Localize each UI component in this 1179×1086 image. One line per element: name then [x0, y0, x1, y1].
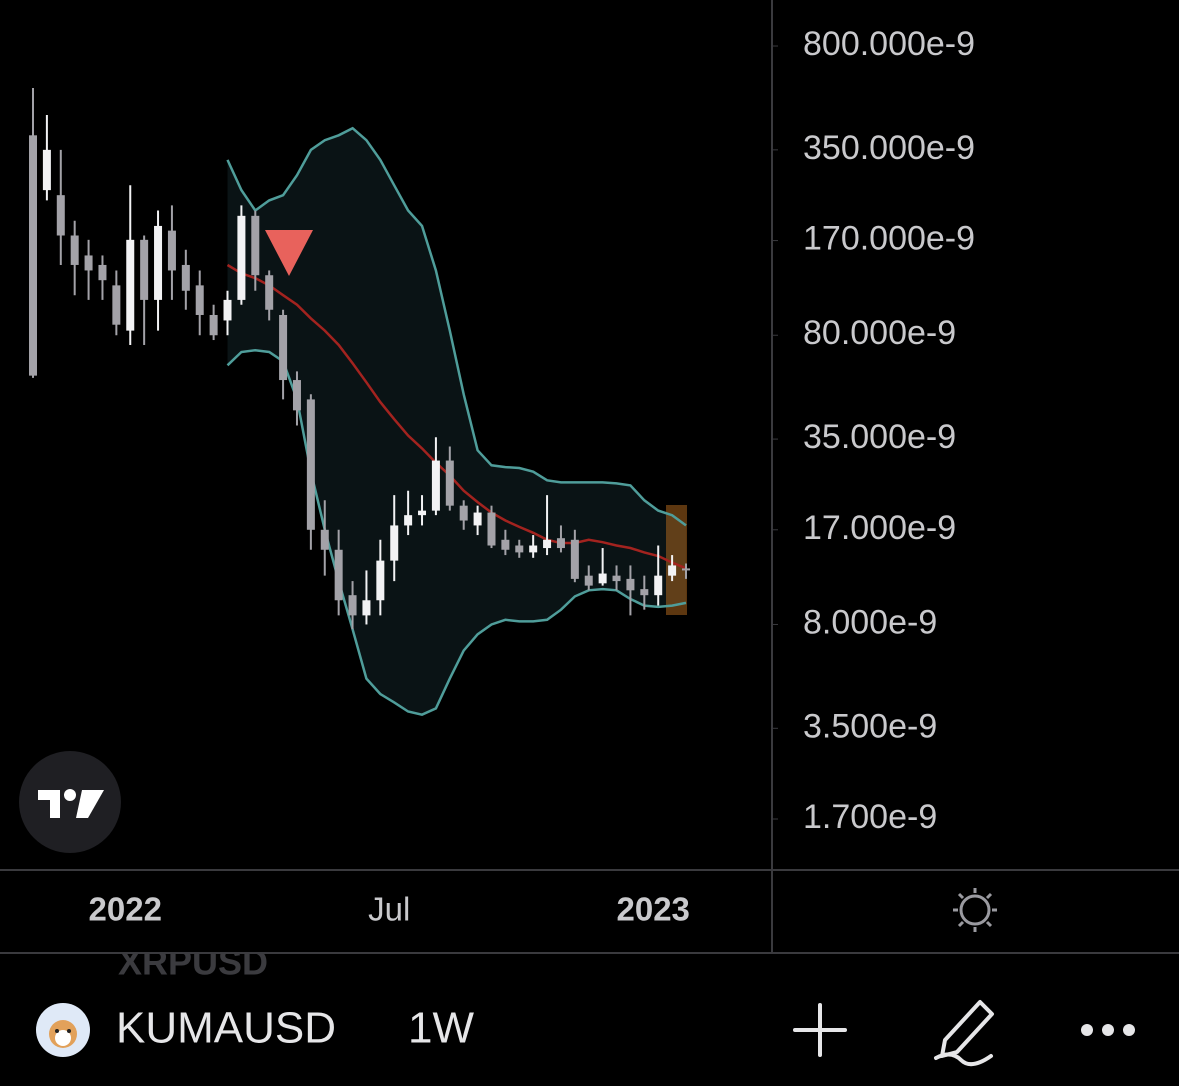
- candle-body: [98, 264, 107, 281]
- candle-body: [362, 600, 371, 616]
- candle-body: [445, 460, 454, 506]
- candle-body: [459, 505, 468, 521]
- candle-body: [56, 195, 65, 236]
- band-line: [226, 126, 687, 527]
- interval[interactable]: 1W: [408, 1004, 474, 1053]
- candle-body: [84, 255, 93, 271]
- candle-body: [418, 510, 427, 516]
- candle-body: [473, 512, 482, 526]
- candle-body: [640, 589, 649, 596]
- candle-body: [487, 512, 496, 546]
- candle-body: [29, 135, 37, 376]
- candle-body: [251, 215, 260, 276]
- candle-body: [570, 539, 579, 579]
- candle-body: [556, 538, 565, 549]
- candle-body: [654, 575, 663, 596]
- candle-body: [195, 285, 204, 315]
- sell-signal: [265, 230, 313, 276]
- y-tick-label: 17.000e-9: [803, 509, 956, 547]
- y-tick-label: 80.000e-9: [803, 314, 956, 352]
- candle-body: [529, 545, 538, 553]
- candle-body: [431, 460, 440, 511]
- candle-body: [584, 575, 593, 586]
- tradingview-logo[interactable]: [19, 751, 121, 853]
- watermark: XRPUSD: [118, 942, 268, 983]
- y-tick-label: 35.000e-9: [803, 418, 956, 456]
- y-tick-label: 800.000e-9: [803, 25, 975, 63]
- candle-body: [292, 380, 301, 411]
- candle-body: [501, 539, 510, 550]
- candle-body: [334, 549, 343, 601]
- candle-body: [404, 515, 413, 526]
- x-tick-label: 2023: [617, 891, 690, 928]
- candle-body: [390, 525, 399, 561]
- candle-body: [237, 215, 246, 300]
- candle-body: [515, 545, 524, 553]
- candle-body: [112, 285, 121, 325]
- highlight-box: [666, 505, 687, 615]
- candle-body: [598, 573, 607, 584]
- candle-body: [140, 239, 149, 300]
- x-tick-label: 2022: [89, 891, 162, 928]
- settings-icon[interactable]: [953, 888, 997, 932]
- candle-body: [682, 568, 690, 571]
- candle-body: [279, 314, 288, 381]
- candle-body: [167, 230, 176, 271]
- band-line: [226, 348, 687, 717]
- candle-body: [376, 560, 385, 601]
- candle-body: [348, 595, 357, 616]
- candle-body: [543, 539, 552, 549]
- candle-body: [181, 264, 190, 291]
- candle-body: [668, 565, 677, 576]
- candle-body: [306, 399, 315, 530]
- y-tick-label: 3.500e-9: [803, 707, 937, 745]
- plot-area: [29, 87, 690, 717]
- drawing-tool-button[interactable]: [934, 1000, 994, 1067]
- candle-body: [42, 149, 51, 191]
- candle-body: [223, 299, 232, 321]
- y-tick-label: 170.000e-9: [803, 220, 975, 258]
- symbol-avatar[interactable]: [36, 1003, 90, 1057]
- candle-body: [612, 575, 621, 582]
- add-button[interactable]: [793, 1003, 847, 1057]
- candle-body: [265, 275, 274, 310]
- candle-body: [209, 314, 218, 336]
- candle-body: [154, 225, 163, 300]
- candle-body: [70, 235, 79, 265]
- y-tick-label: 8.000e-9: [803, 603, 937, 641]
- band-line: [226, 263, 687, 570]
- candle-body: [320, 529, 329, 550]
- symbol-name[interactable]: KUMAUSD: [116, 1004, 336, 1053]
- candle-body: [626, 578, 635, 591]
- y-tick-label: 1.700e-9: [803, 798, 937, 836]
- x-tick-label: Jul: [368, 891, 410, 928]
- candle-body: [126, 239, 135, 331]
- more-button[interactable]: [1081, 1024, 1135, 1036]
- y-tick-label: 350.000e-9: [803, 129, 975, 167]
